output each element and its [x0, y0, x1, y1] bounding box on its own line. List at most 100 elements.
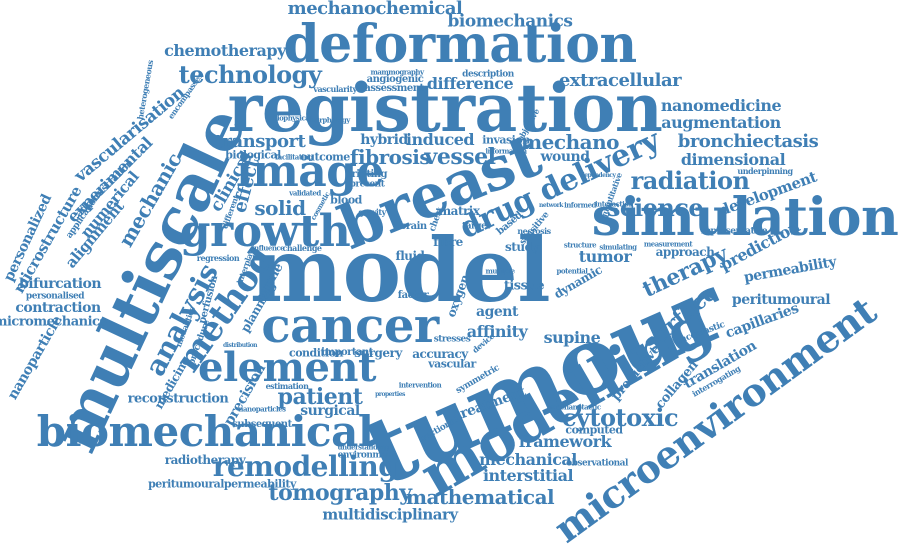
word-multidisciplinary: multidisciplinary	[322, 505, 458, 524]
word-framework: framework	[518, 432, 612, 451]
word-challenge: challenge	[282, 243, 322, 253]
word-mammography: mammography	[370, 67, 424, 77]
word-influence: influence	[251, 243, 285, 253]
word-target: target	[462, 221, 490, 232]
word-biomechanical: biomechanical	[36, 407, 374, 456]
word-important: important	[321, 347, 373, 358]
word-properties: properties	[375, 391, 405, 398]
word-vascularity: vascularity	[313, 84, 357, 94]
word-estimation: estimation	[265, 381, 309, 391]
word-factor: factor	[397, 290, 429, 301]
word-fluid: fluid	[395, 249, 425, 263]
word-micromechanics: micromechanics	[0, 314, 107, 330]
word-mechanotactic: mechanotactic	[549, 402, 601, 412]
word-study: study	[505, 240, 539, 254]
word-brain: brain	[399, 221, 427, 232]
word-approach: approach	[655, 245, 715, 259]
word-outcome: outcome	[300, 150, 350, 164]
word-surgical: surgical	[300, 403, 360, 419]
word-angiogenic: angiogenic	[366, 74, 424, 85]
word-transport: transport	[214, 131, 306, 152]
word-induced: induced	[405, 130, 475, 149]
word-dimensional: dimensional	[680, 150, 786, 169]
word-difference: difference	[426, 74, 514, 93]
word-vascular: vascular	[428, 357, 476, 371]
word-regression: regression	[196, 253, 240, 263]
word-necrosis: necrosis	[517, 226, 551, 236]
word-measurement: measurement	[643, 239, 693, 249]
word-description: description	[462, 69, 514, 80]
word-biological: biological	[225, 148, 281, 162]
word-multiple: multiple	[485, 266, 515, 276]
word-matrix: matrix	[438, 204, 480, 218]
word-radiotherapy: radiotherapy	[164, 453, 246, 467]
word-cancer: cancer	[261, 298, 439, 354]
word-chemotherapy: chemotherapy	[164, 41, 286, 60]
word-tumor: tumor	[578, 247, 632, 266]
word-present: present	[349, 179, 385, 190]
word-contraction: contraction	[15, 300, 101, 316]
word-tomography: tomography	[268, 480, 412, 506]
word-informed: informed	[564, 200, 596, 210]
word-peritumouralpermeability: peritumouralpermeability	[148, 477, 296, 491]
word-affinity: affinity	[466, 322, 528, 341]
word-gravity: gravity	[358, 207, 386, 217]
word-biomechanics: biomechanics	[447, 11, 573, 32]
word-wound: wound	[540, 149, 590, 165]
word-mathematical: mathematical	[405, 485, 555, 509]
word-intervention: intervention	[398, 380, 442, 390]
word-reconstruction: reconstruction	[127, 391, 229, 407]
word-tissue: tissue	[503, 278, 545, 294]
word-validated: validated	[289, 188, 321, 198]
word-condition: condition	[289, 346, 344, 360]
word-fibrosis: fibrosis	[349, 145, 431, 169]
word-model: model	[249, 218, 551, 322]
word-nanoparticles: nanoparticles	[238, 404, 286, 414]
word-computed: computed	[565, 423, 623, 437]
word-facilitating: facilitating	[275, 152, 313, 162]
word-stresses: stresses	[433, 334, 471, 345]
word-biophysical: biophysical	[272, 113, 312, 123]
word-permeability: permeability	[742, 254, 838, 286]
word-information: information	[485, 146, 527, 156]
word-solid: solid	[254, 196, 306, 220]
word-simulation: simulation	[591, 187, 899, 248]
word-remodelling: remodelling	[212, 450, 398, 483]
word-subsequent: subsequent	[232, 419, 292, 430]
word-radiation: radiation	[630, 166, 750, 195]
word-fibre: fibre	[433, 235, 463, 249]
word-dependency: dependency	[580, 172, 616, 179]
word-morphology: morphology	[308, 115, 350, 125]
word-peritumoural: peritumoural	[731, 292, 831, 308]
word-vessel: vessel	[424, 144, 496, 170]
word-science: science	[606, 193, 704, 222]
word-blood: blood	[330, 193, 362, 207]
word-observational: observational	[566, 458, 628, 469]
word-patient: patient	[277, 384, 363, 410]
word-deformation: deformation	[283, 14, 637, 75]
word-environment: environment	[337, 450, 397, 461]
word-printing: printing	[344, 169, 388, 180]
word-personalised: personalised	[25, 291, 85, 302]
word-registration: registration	[227, 69, 663, 147]
word-accuracy: accuracy	[412, 347, 468, 361]
word-underpinning: underpinning	[737, 166, 793, 176]
word-interstitial: interstitial	[482, 466, 574, 485]
word-agent: agent	[476, 304, 518, 320]
word-image: image	[235, 146, 385, 197]
word-structure: structure	[563, 240, 597, 250]
word-hybrid: hybrid	[360, 132, 408, 148]
word-mechanical: mechanical	[479, 450, 577, 469]
word-mechano: mechano	[521, 130, 619, 154]
word-representative: representative	[700, 226, 768, 237]
word-bronchiectasis: bronchiectasis	[677, 131, 819, 152]
word-extracellular: extracellular	[558, 70, 682, 91]
word-technology: technology	[178, 60, 322, 89]
word-understanding: understanding	[337, 442, 389, 452]
word-cytotoxic: cytotoxic	[561, 403, 679, 432]
word-augmentation: augmentation	[661, 113, 781, 132]
word-network: network	[539, 202, 563, 209]
word-mechanochemical: mechanochemical	[287, 0, 463, 19]
word-bifurcation: bifurcation	[18, 276, 102, 292]
